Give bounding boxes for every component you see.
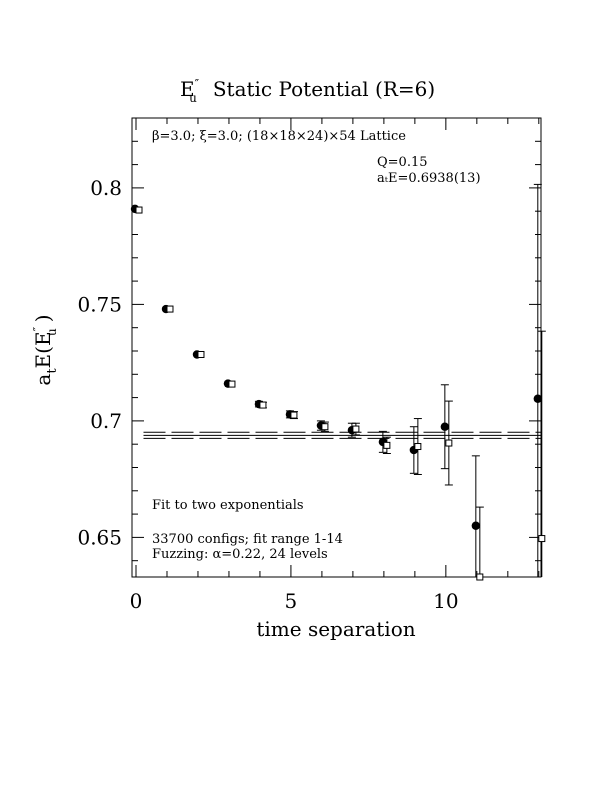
annotation-fuzzing: Fuzzing: α=0.22, 24 levels (152, 547, 328, 562)
y-label-sub: u (45, 328, 59, 336)
data-point-square (414, 443, 422, 451)
y-label-end: ) (31, 314, 55, 322)
y-label-a: a (31, 374, 55, 386)
data-point-square (259, 401, 267, 409)
title-symbol: E (180, 77, 195, 101)
data-point-square (383, 441, 391, 449)
data-point-circle (471, 521, 481, 530)
data-point-square (476, 573, 484, 581)
y-tick-label: 0.8 (90, 176, 122, 200)
plot-area: 0 5 10 0.65 0.7 0.75 0.8 (77, 117, 546, 613)
annotation-q: Q=0.15 (377, 155, 428, 170)
data-point-square (445, 439, 453, 447)
title-rest: Static Potential (R=6) (213, 77, 435, 101)
y-label-mid: E(E (31, 331, 55, 368)
x-tick-label: 10 (433, 589, 458, 613)
data-point-square (538, 535, 546, 543)
x-tick-label: 0 (130, 589, 143, 613)
data-point-square (228, 380, 236, 388)
title-subscript: u (189, 91, 197, 105)
annotation-energy-text: aₜE=0.6938(13) (377, 171, 481, 186)
y-tick-label: 0.7 (90, 409, 122, 433)
y-axis-label: atE(E″u) (31, 314, 60, 385)
data-point-square (135, 206, 143, 214)
chart-title: E″ u Static Potential (R=6) (180, 77, 435, 105)
title-superscript: ″ (195, 77, 200, 91)
data-point-square (321, 423, 329, 431)
annotation-energy: aₜE=0.6938(13) (377, 171, 481, 186)
y-label-sup: ″ (31, 326, 45, 331)
data-point-circle (440, 422, 450, 431)
data-point-square (166, 305, 174, 313)
annotation-configs: 33700 configs; fit range 1-14 (152, 532, 343, 547)
y-tick-label: 0.65 (77, 525, 122, 549)
y-tick-label: 0.75 (77, 292, 122, 316)
y-label-t: t (45, 368, 60, 374)
annotation-fit: Fit to two exponentials (152, 498, 304, 513)
data-point-square (290, 411, 298, 419)
x-tick-label: 5 (285, 589, 298, 613)
x-axis-label: time separation (256, 617, 415, 641)
annotation-lattice: β=3.0; ξ=3.0; (18×18×24)×54 Lattice (152, 129, 406, 144)
data-point-square (197, 350, 205, 358)
data-point-circle (533, 394, 543, 403)
data-point-square (352, 425, 360, 433)
plot-frame (131, 117, 542, 578)
